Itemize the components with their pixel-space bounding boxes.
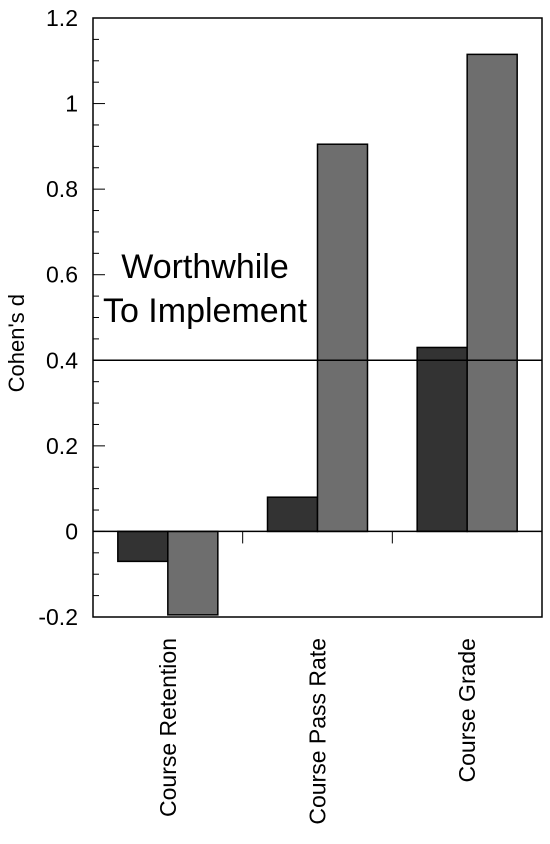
y-axis-label: Cohen's d (4, 294, 29, 392)
y-tick-label: 0.4 (46, 347, 78, 373)
reference-label-line-1: Worthwhile (121, 248, 289, 286)
bar (268, 497, 318, 531)
y-tick-label: 0.8 (46, 176, 78, 202)
y-tick-label: 0.6 (46, 262, 78, 288)
y-tick-label: -0.2 (38, 604, 78, 630)
y-tick-label: 1.2 (46, 5, 78, 31)
reference-label-line-2: To Implement (103, 292, 308, 330)
y-tick-label: 0 (65, 518, 78, 544)
y-axis-tick-labels: -0.2 0 0.2 0.4 0.6 0.8 1 1.2 (38, 5, 78, 630)
x-tick-label: Course Pass Rate (305, 638, 331, 825)
y-tick-label: 1 (65, 91, 78, 117)
x-tick-label: Course Retention (155, 638, 181, 817)
bar (118, 531, 168, 561)
bar (318, 144, 368, 531)
x-tick-label: Course Grade (454, 638, 480, 782)
x-axis-tick-labels: Course Retention Course Pass Rate Course G… (155, 638, 480, 825)
y-tick-label: 0.2 (46, 433, 78, 459)
x-axis-ticks (243, 531, 393, 543)
bar (467, 54, 517, 531)
bar (417, 347, 467, 531)
bar (168, 531, 218, 614)
